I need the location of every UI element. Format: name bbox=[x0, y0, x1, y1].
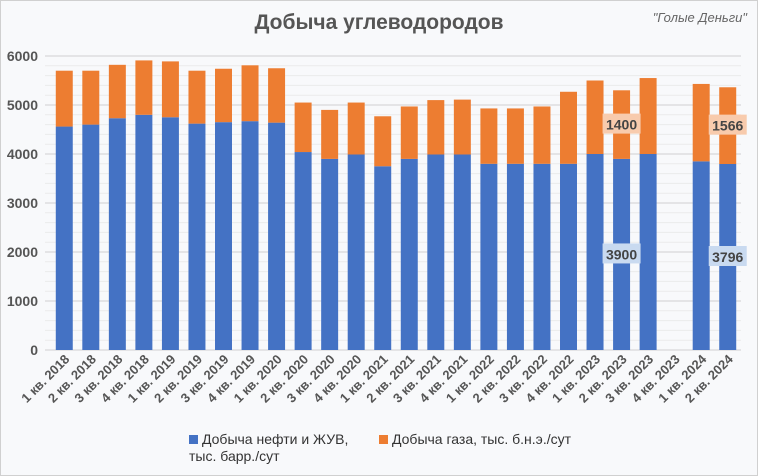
data-label-bg bbox=[602, 113, 641, 134]
bar-oil bbox=[586, 154, 604, 350]
bar-oil bbox=[108, 118, 126, 350]
bar-gas bbox=[347, 102, 365, 155]
bar-gas bbox=[692, 83, 710, 162]
bar-gas bbox=[135, 60, 153, 115]
data-label-bg bbox=[708, 245, 747, 266]
legend-swatch bbox=[379, 435, 388, 444]
bar-oil bbox=[215, 122, 232, 351]
bar-oil bbox=[639, 154, 657, 350]
bar-gas bbox=[321, 109, 339, 159]
data-label: 3796 bbox=[712, 249, 743, 265]
data-label-bg bbox=[708, 114, 747, 135]
legend-item-oil: Добыча нефти и ЖУВ, тыс. барр./сут bbox=[189, 431, 369, 465]
data-label: 3900 bbox=[606, 246, 637, 262]
y-tick-label: 2000 bbox=[7, 244, 38, 260]
bar-gas bbox=[161, 61, 179, 118]
bar-oil bbox=[506, 163, 524, 350]
bar-oil bbox=[135, 114, 153, 350]
bar-gas bbox=[294, 102, 312, 153]
bar-oil bbox=[55, 126, 73, 350]
y-tick-label: 4000 bbox=[7, 146, 38, 162]
bar-gas bbox=[108, 64, 126, 119]
y-tick-label: 1000 bbox=[7, 293, 38, 309]
bar-gas bbox=[188, 70, 206, 124]
bar-gas bbox=[480, 108, 498, 164]
bar-gas bbox=[82, 70, 100, 125]
y-tick-label: 5000 bbox=[7, 97, 38, 113]
bar-oil bbox=[82, 124, 100, 350]
bar-gas bbox=[453, 99, 471, 155]
bar-gas bbox=[215, 68, 232, 123]
y-tick-label: 0 bbox=[30, 342, 38, 358]
legend-label: Добыча нефти и ЖУВ, тыс. барр./сут bbox=[189, 431, 349, 464]
y-tick-label: 6000 bbox=[7, 48, 38, 64]
bar-oil bbox=[453, 154, 471, 350]
data-label: 1566 bbox=[712, 118, 743, 134]
bar-gas bbox=[241, 65, 259, 122]
bar-oil bbox=[294, 152, 312, 350]
bar-gas bbox=[506, 108, 524, 164]
bar-gas bbox=[374, 116, 392, 167]
bar-gas bbox=[586, 80, 604, 154]
bar-gas bbox=[639, 78, 657, 154]
bar-oil bbox=[268, 122, 286, 350]
bar-gas bbox=[427, 100, 445, 155]
bar-gas bbox=[268, 68, 286, 123]
bar-oil bbox=[560, 163, 577, 350]
watermark: "Голые Деньги" bbox=[652, 10, 747, 25]
bar-oil bbox=[692, 161, 710, 350]
legend-label: Добыча газа, тыс. б.н.э./сут bbox=[392, 431, 572, 447]
bar-oil bbox=[374, 166, 392, 350]
bar-oil bbox=[161, 117, 179, 350]
bar-oil bbox=[188, 123, 206, 351]
bar-gas bbox=[400, 106, 418, 159]
bar-gas bbox=[560, 91, 577, 164]
data-label: 1400 bbox=[606, 117, 637, 133]
bar-gas bbox=[55, 70, 73, 127]
legend-item-gas: Добыча газа, тыс. б.н.э./сут bbox=[379, 431, 639, 448]
data-label-bg bbox=[602, 243, 641, 264]
y-tick-label: 3000 bbox=[7, 195, 38, 211]
bar-oil bbox=[347, 154, 365, 350]
bar-oil bbox=[533, 163, 551, 350]
bar-oil bbox=[400, 158, 418, 350]
legend-swatch bbox=[189, 435, 198, 444]
bar-oil bbox=[480, 163, 498, 350]
bar-oil bbox=[241, 121, 259, 350]
bar-oil bbox=[427, 154, 445, 350]
bar-oil bbox=[321, 158, 339, 350]
bar-gas bbox=[533, 106, 551, 164]
chart-title: Добыча углеводородов bbox=[254, 11, 504, 34]
